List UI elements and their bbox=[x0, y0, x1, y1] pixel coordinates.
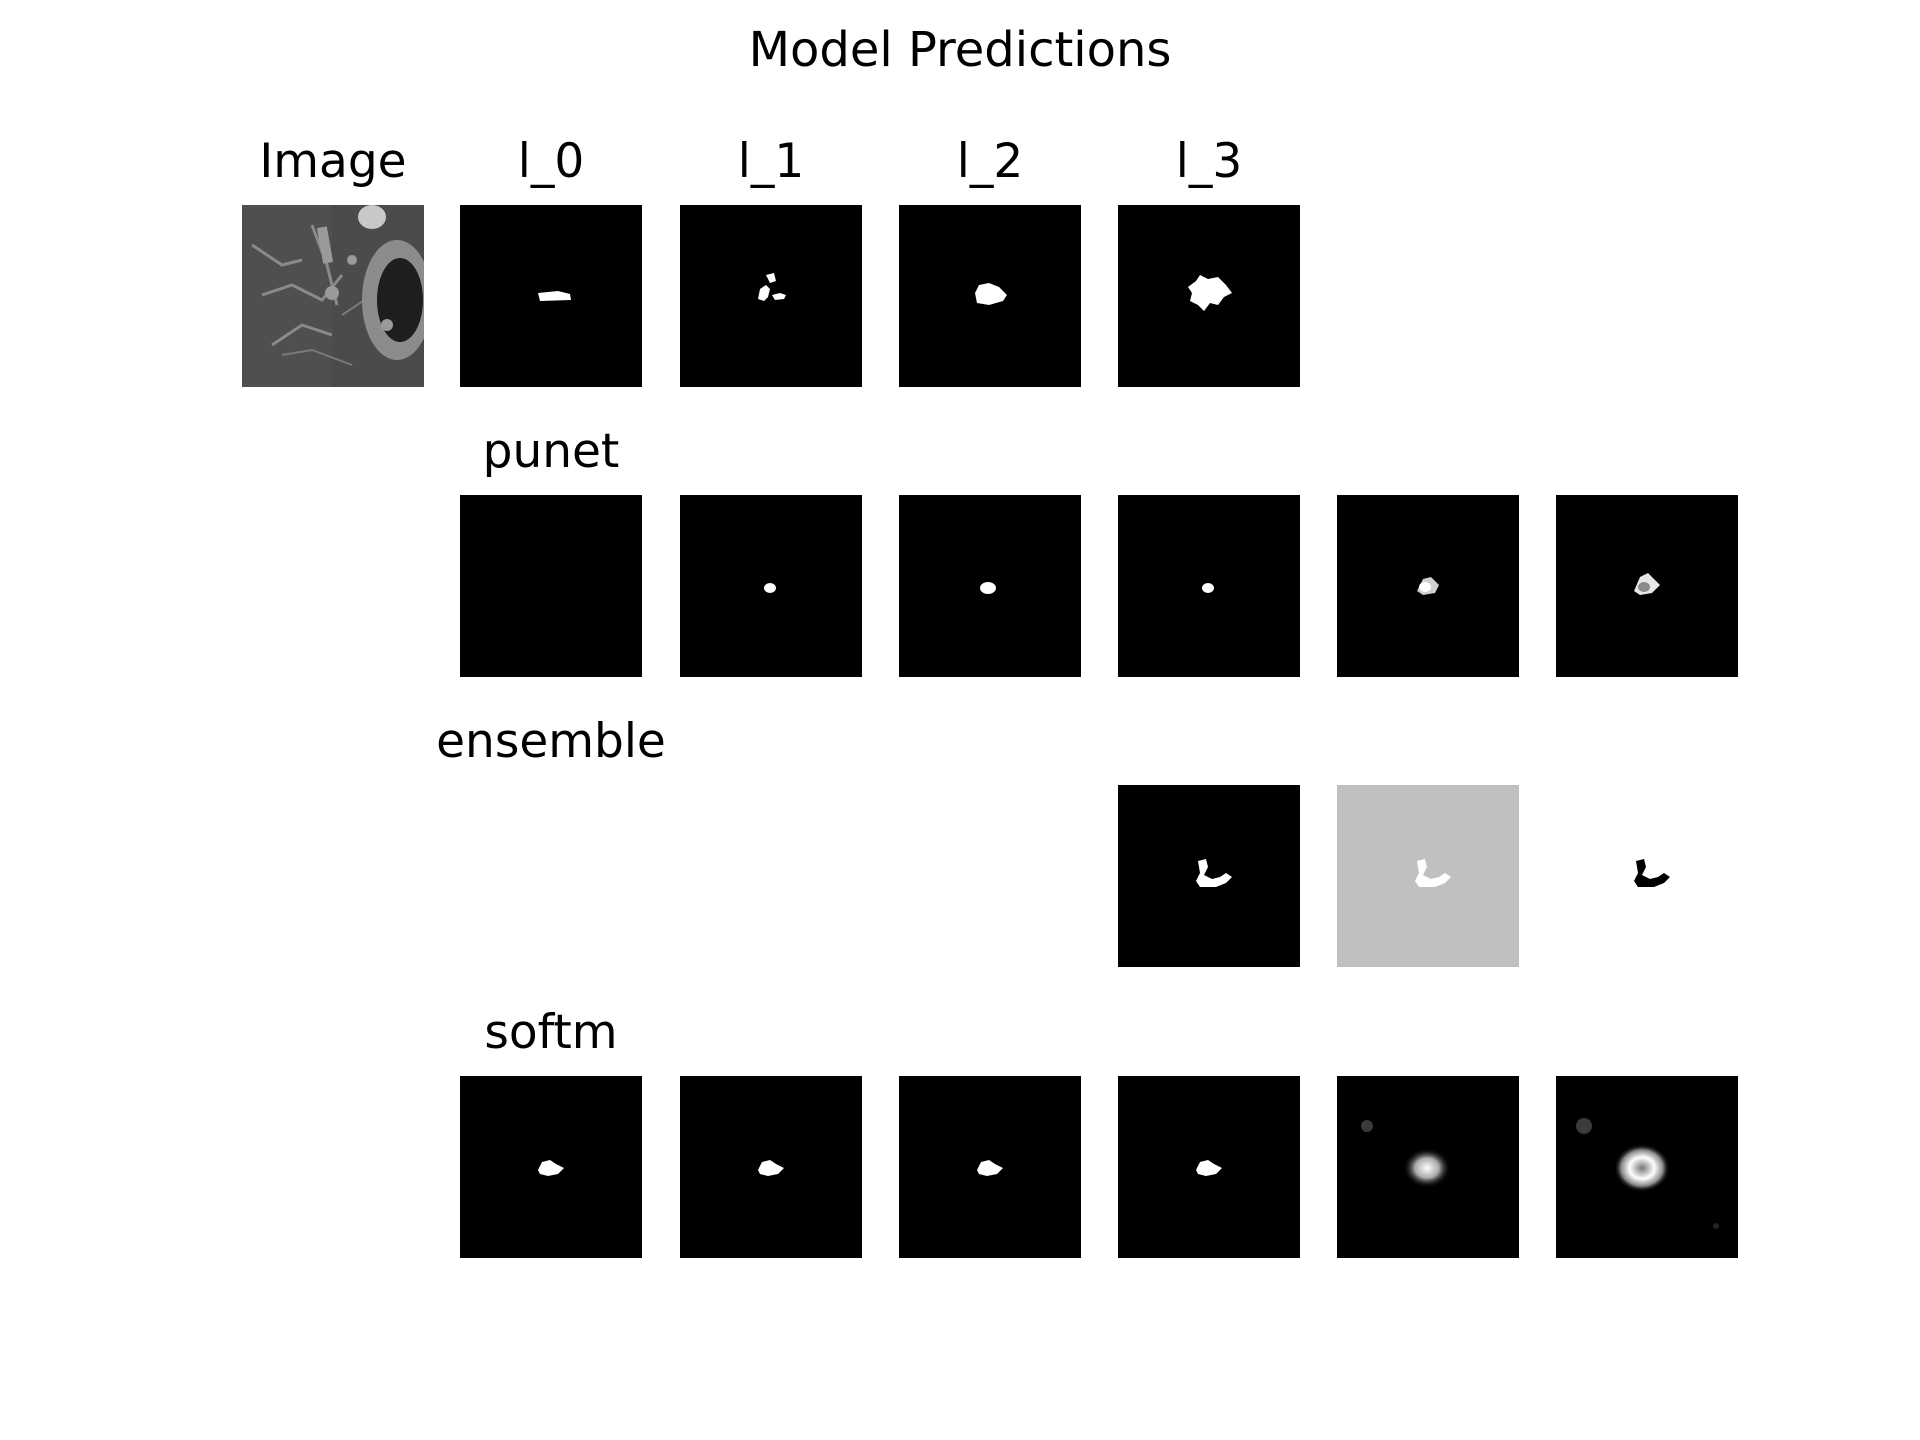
punet-sample-2 bbox=[680, 495, 862, 677]
ensemble-inverse bbox=[1556, 785, 1738, 967]
softm-std bbox=[1556, 1076, 1738, 1258]
softm-sample-4 bbox=[1118, 1076, 1300, 1258]
ensemble-mask bbox=[1118, 785, 1300, 967]
softm-sample-1 bbox=[460, 1076, 642, 1258]
softm-sample-2 bbox=[680, 1076, 862, 1258]
label-ensemble: ensemble bbox=[436, 714, 666, 769]
label-image: Image bbox=[259, 134, 407, 189]
label-l-0: l_0 bbox=[517, 134, 585, 189]
l-1-mask bbox=[680, 205, 862, 387]
softm-sample-3 bbox=[899, 1076, 1081, 1258]
punet-sample-3 bbox=[899, 495, 1081, 677]
softm-mean bbox=[1337, 1076, 1519, 1258]
label-l-3: l_3 bbox=[1175, 134, 1243, 189]
label-punet: punet bbox=[482, 424, 620, 479]
punet-sample-4 bbox=[1118, 495, 1300, 677]
punet-sample-1 bbox=[460, 495, 642, 677]
punet-std bbox=[1556, 495, 1738, 677]
ensemble-variance bbox=[1337, 785, 1519, 967]
label-l-2: l_2 bbox=[956, 134, 1024, 189]
l-3-mask bbox=[1118, 205, 1300, 387]
l-0-mask bbox=[460, 205, 642, 387]
punet-mean bbox=[1337, 495, 1519, 677]
label-l-1: l_1 bbox=[737, 134, 805, 189]
label-softm: softm bbox=[484, 1005, 618, 1060]
figure-title: Model Predictions bbox=[748, 22, 1172, 78]
input-ct-image bbox=[242, 205, 424, 387]
l-2-mask bbox=[899, 205, 1081, 387]
